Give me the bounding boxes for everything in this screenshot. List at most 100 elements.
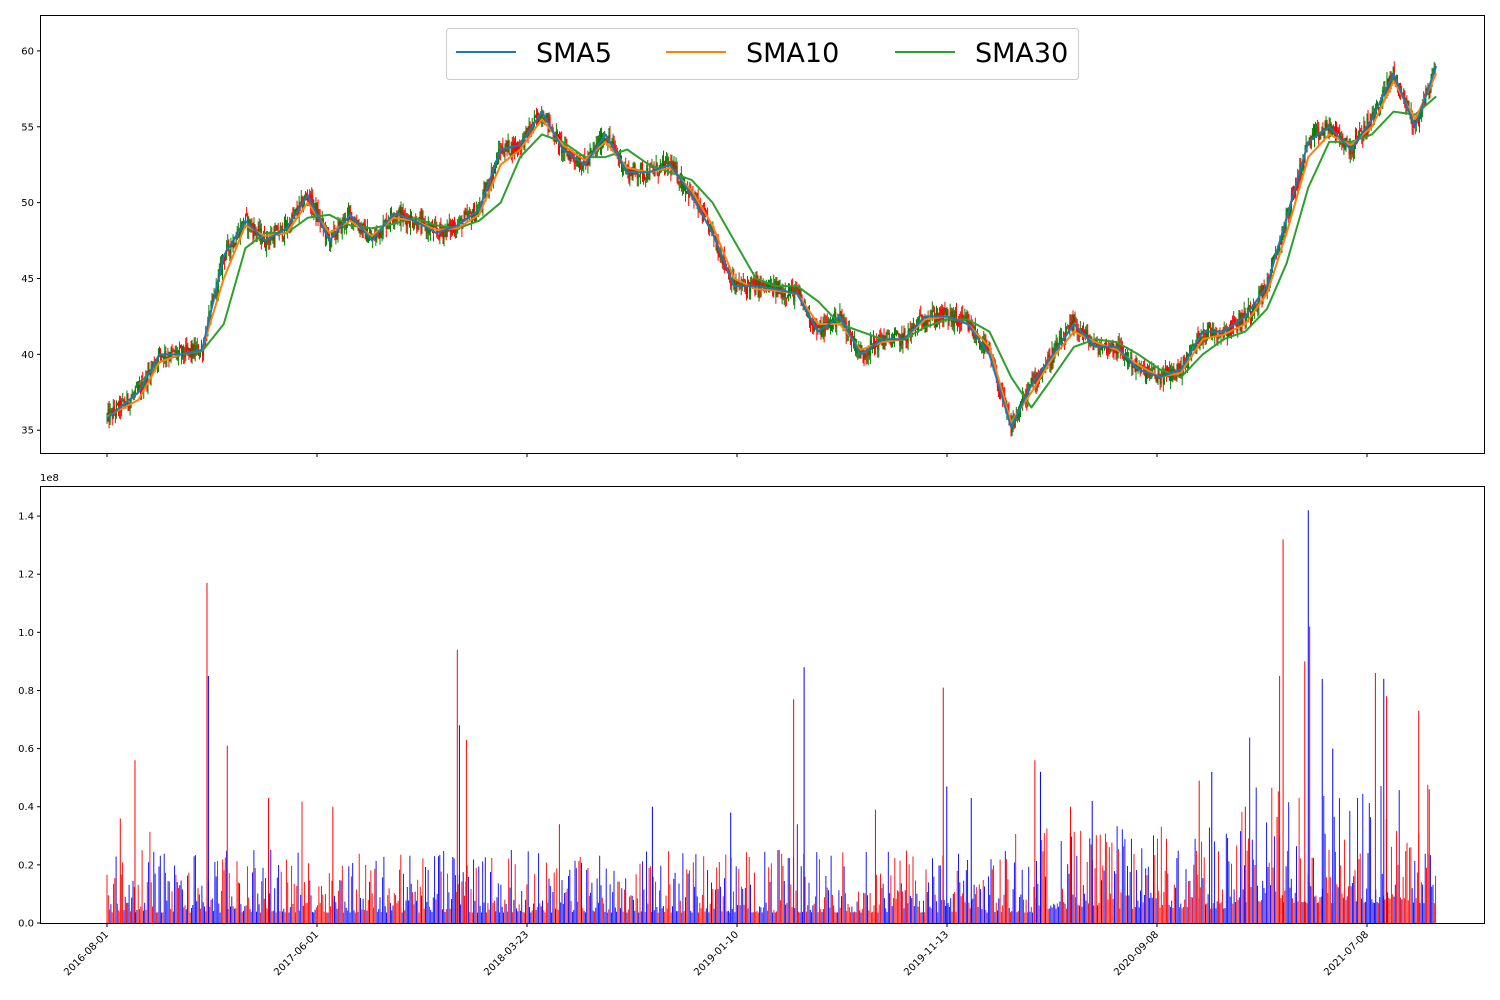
x-tick-label: 2017-06-01: [272, 929, 321, 978]
volume-bar: [1047, 908, 1049, 923]
candle-body: [818, 325, 820, 328]
candle-body: [465, 212, 467, 215]
volume-bar: [347, 910, 348, 923]
candle-body: [631, 174, 633, 178]
volume-bar: [631, 895, 633, 923]
volume-bar: [1435, 875, 1437, 923]
volume-bar: [577, 901, 579, 923]
candle-body: [1403, 91, 1405, 96]
candle-body: [564, 143, 566, 153]
candle-body: [455, 230, 457, 234]
candle-body: [146, 373, 148, 386]
volume-bar: [613, 870, 615, 923]
volume-bar: [877, 912, 879, 923]
candle-body: [894, 334, 895, 340]
candle-body: [414, 223, 416, 227]
volume-bar: [157, 912, 159, 923]
volume-bar: [198, 894, 200, 923]
candle-body: [412, 217, 414, 227]
volume-bar: [878, 904, 880, 923]
volume-bar: [707, 870, 709, 923]
volume-bar: [549, 885, 551, 923]
volume-bar: [1095, 835, 1097, 923]
candle-body: [761, 282, 763, 287]
candle-body: [920, 314, 922, 317]
volume-bar: [441, 909, 443, 923]
volume-bar: [686, 869, 688, 923]
volume-bar: [1234, 901, 1236, 923]
candle-body: [1248, 305, 1250, 308]
candle-body: [314, 203, 316, 209]
volume-bar: [1273, 836, 1275, 923]
volume-bar-peak: [1386, 696, 1388, 923]
candle-body: [944, 308, 946, 315]
volume-bar: [1219, 903, 1221, 923]
candle-body: [525, 128, 527, 132]
candle-body: [1359, 129, 1361, 136]
candle-body: [904, 331, 906, 340]
volume-bar: [861, 908, 863, 923]
volume-bar: [782, 866, 784, 923]
volume-bar: [141, 850, 143, 923]
volume-bar: [1064, 903, 1066, 923]
volume-bar: [1285, 866, 1287, 923]
volume-bar: [132, 880, 134, 923]
volume-bar: [475, 867, 477, 923]
volume-bar: [1262, 880, 1264, 923]
candle-body: [813, 325, 815, 331]
volume-bar: [129, 911, 131, 923]
volume-bar: [506, 911, 508, 923]
volume-bar: [270, 849, 272, 923]
volume-bar: [909, 895, 911, 923]
candle-body: [923, 324, 925, 327]
candle-body: [766, 284, 768, 288]
volume-bar: [419, 886, 421, 923]
volume-bar: [683, 911, 685, 923]
volume-bar: [496, 897, 498, 923]
volume-bar: [516, 908, 517, 923]
candle-body: [113, 406, 115, 413]
volume-bar: [1271, 787, 1273, 923]
volume-bar: [269, 893, 270, 923]
volume-bar: [665, 895, 667, 923]
volume-bar: [314, 909, 316, 923]
candle-body: [1417, 117, 1419, 126]
volume-bar: [820, 909, 822, 923]
volume-bar: [1056, 903, 1058, 923]
candle-body: [1419, 117, 1420, 126]
volume-bar-peak: [1332, 748, 1334, 923]
volume-bar: [569, 869, 571, 923]
candle-body: [1348, 143, 1350, 156]
volume-bar: [1403, 898, 1405, 923]
candle-body: [291, 214, 293, 230]
candle-body: [232, 239, 234, 247]
volume-bar: [777, 850, 779, 923]
volume-bar: [1156, 838, 1158, 923]
volume-bar: [1254, 865, 1256, 923]
volume-bar: [1264, 893, 1266, 923]
volume-bar: [539, 903, 541, 923]
candle-body: [446, 223, 448, 237]
candle-body: [1259, 290, 1261, 294]
volume-bar: [1089, 838, 1091, 923]
volume-bar: [672, 906, 673, 923]
candle-body: [584, 155, 586, 162]
price-x-ticks: [106, 453, 1368, 457]
volume-bar: [344, 901, 346, 923]
candle-body: [433, 227, 435, 233]
candle-body: [887, 332, 889, 334]
volume-bar: [183, 907, 185, 923]
candle-body: [388, 223, 390, 225]
volume-bar: [800, 866, 802, 923]
volume-bar: [282, 911, 283, 923]
volume-bar: [356, 889, 358, 923]
volume-bar: [1366, 888, 1368, 923]
candle-body: [507, 140, 509, 148]
candle-body: [339, 220, 341, 225]
volume-bar: [1405, 851, 1407, 923]
y-tick-label: 0.0: [18, 919, 34, 930]
candle-body: [895, 334, 897, 336]
candle-body: [769, 284, 771, 290]
x-tick-label: 2016-08-01: [62, 929, 111, 978]
candle-body: [148, 369, 150, 372]
